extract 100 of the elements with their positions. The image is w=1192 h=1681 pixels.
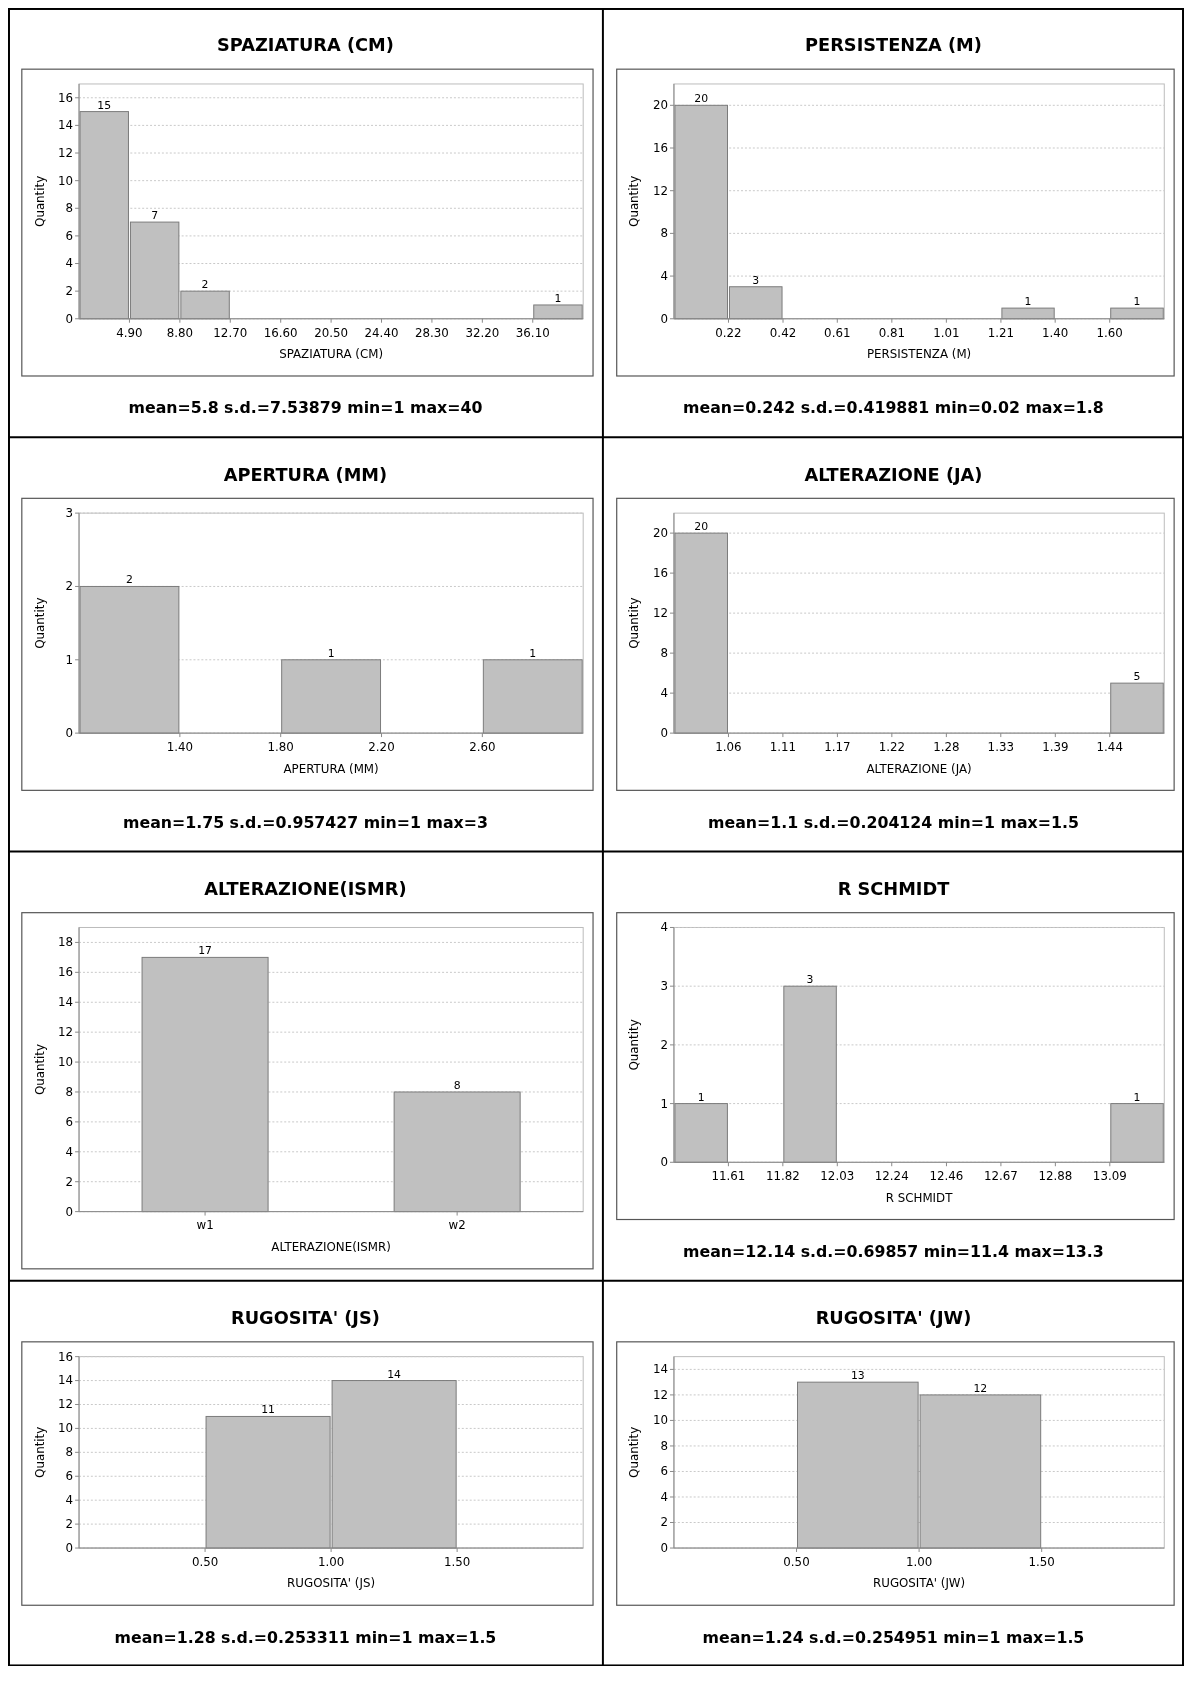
x-tick-label: 12.88 xyxy=(1038,1169,1073,1184)
chart-title: RUGOSITA' (JW) xyxy=(815,1308,972,1329)
y-tick-label: 3 xyxy=(65,506,74,521)
y-tick-label: 0 xyxy=(65,311,74,326)
y-tick-label: 4 xyxy=(660,1489,669,1504)
x-tick-label: 4.90 xyxy=(116,325,143,340)
y-tick-label: 14 xyxy=(58,995,74,1010)
y-axis-title: Quantity xyxy=(32,1426,47,1478)
y-tick-label: 16 xyxy=(58,90,74,105)
x-tick-label: 0.50 xyxy=(191,1554,219,1569)
y-tick-label: 2 xyxy=(65,1174,74,1189)
x-tick-label: 11.82 xyxy=(765,1169,800,1184)
x-tick-label: 0.81 xyxy=(878,325,905,340)
chart-title: R SCHMIDT xyxy=(837,878,951,899)
y-tick-label: 0 xyxy=(660,726,669,741)
x-axis-title: APERTURA (MM) xyxy=(283,761,379,776)
y-tick-label: 12 xyxy=(58,1025,74,1040)
text: mean=0.242 s.d.=0.419881 min=0.02 max=1.8 xyxy=(683,398,1104,418)
y-tick-label: 12 xyxy=(58,145,74,160)
data-label: 1 xyxy=(327,646,335,660)
x-axis-title: SPAZIATURA (CM) xyxy=(279,347,384,362)
y-tick-label: 16 xyxy=(58,965,74,980)
y-tick-label: 0 xyxy=(65,1540,74,1555)
y-tick-label: 6 xyxy=(65,1469,74,1484)
y-tick-label: 8 xyxy=(65,1084,74,1099)
x-tick-label: w1 xyxy=(196,1218,214,1233)
y-tick-label: 0 xyxy=(660,1155,669,1170)
x-tick-label: 1.40 xyxy=(1042,325,1069,340)
y-tick-label: 12 xyxy=(652,1387,669,1402)
x-tick-label: w2 xyxy=(448,1218,466,1233)
x-tick-label: 0.50 xyxy=(783,1554,810,1569)
text: mean=12.14 s.d.=0.69857 min=11.4 max=13.3 xyxy=(683,1242,1104,1261)
x-tick-label: 0.61 xyxy=(824,325,851,340)
x-tick-label: 1.06 xyxy=(715,739,742,754)
data-label: 8 xyxy=(453,1079,461,1093)
y-tick-label: 1 xyxy=(660,1096,669,1111)
x-tick-label: 1.17 xyxy=(824,739,851,754)
y-tick-label: 20 xyxy=(652,98,669,113)
x-tick-label: 1.40 xyxy=(166,739,194,754)
x-tick-label: 1.01 xyxy=(933,325,960,340)
data-label: 3 xyxy=(806,973,814,987)
x-tick-label: 8.80 xyxy=(166,325,194,340)
y-tick-label: 16 xyxy=(652,140,669,155)
y-axis-title: Quantity xyxy=(32,175,47,227)
chart-title: ALTERAZIONE(ISMR) xyxy=(204,878,407,899)
y-tick-label: 4 xyxy=(660,269,669,284)
x-tick-label: 2.60 xyxy=(469,739,496,754)
y-tick-label: 0 xyxy=(65,1204,74,1219)
data-label: 1 xyxy=(529,646,537,660)
data-label: 1 xyxy=(554,292,562,305)
x-tick-label: 12.24 xyxy=(874,1169,909,1184)
y-tick-label: 3 xyxy=(660,979,669,994)
y-tick-label: 18 xyxy=(58,935,74,950)
y-tick-label: 2 xyxy=(65,579,74,594)
y-tick-label: 10 xyxy=(58,1421,74,1436)
chart-title: APERTURA (MM) xyxy=(223,464,388,485)
y-tick-label: 4 xyxy=(65,1144,74,1159)
y-tick-label: 8 xyxy=(660,1438,669,1453)
y-tick-label: 2 xyxy=(660,1037,669,1052)
data-label: 1 xyxy=(1024,295,1032,309)
x-tick-label: 1.00 xyxy=(317,1554,345,1569)
y-tick-label: 10 xyxy=(652,1413,669,1428)
y-tick-label: 12 xyxy=(58,1397,74,1412)
y-tick-label: 14 xyxy=(58,1373,74,1388)
x-tick-label: 28.30 xyxy=(415,325,449,340)
y-tick-label: 1 xyxy=(65,652,74,667)
x-tick-label: 1.33 xyxy=(987,739,1014,754)
y-tick-label: 6 xyxy=(65,1114,74,1129)
y-tick-label: 0 xyxy=(660,311,669,326)
x-tick-label: 1.50 xyxy=(1028,1554,1055,1569)
text: mean=1.75 s.d.=0.957427 min=1 max=3 xyxy=(123,812,488,832)
y-tick-label: 14 xyxy=(652,1362,669,1377)
y-tick-label: 0 xyxy=(65,726,74,741)
text: mean=1.24 s.d.=0.254951 min=1 max=1.5 xyxy=(702,1627,1085,1647)
y-tick-label: 2 xyxy=(65,284,74,299)
x-tick-label: 1.80 xyxy=(267,739,294,754)
data-label: 5 xyxy=(1133,670,1141,684)
data-label: 7 xyxy=(151,209,159,223)
data-label: 12 xyxy=(973,1381,988,1395)
x-axis-title: PERSISTENZA (M) xyxy=(866,347,972,362)
y-tick-label: 0 xyxy=(660,1540,669,1555)
x-axis-title: ALTERAZIONE (JA) xyxy=(866,761,972,776)
data-label: 2 xyxy=(126,573,133,587)
y-tick-label: 6 xyxy=(65,228,74,243)
y-tick-label: 8 xyxy=(660,226,669,241)
x-tick-label: 12.46 xyxy=(929,1169,964,1184)
y-axis-title: Quantity xyxy=(627,1426,642,1478)
x-tick-label: 11.61 xyxy=(711,1169,746,1184)
y-tick-label: 8 xyxy=(65,201,74,216)
x-tick-label: 0.22 xyxy=(715,325,742,340)
y-axis-title: Quantity xyxy=(627,1019,642,1071)
chart-title: ALTERAZIONE (JA) xyxy=(804,464,983,485)
y-tick-label: 14 xyxy=(58,118,74,133)
y-axis-title: Quantity xyxy=(627,175,642,227)
y-tick-label: 4 xyxy=(660,686,669,701)
x-tick-label: 32.20 xyxy=(465,325,500,340)
data-label: 1 xyxy=(697,1090,705,1104)
x-tick-label: 1.50 xyxy=(443,1554,471,1569)
y-tick-label: 2 xyxy=(660,1515,669,1530)
y-axis-title: Quantity xyxy=(32,1043,47,1096)
